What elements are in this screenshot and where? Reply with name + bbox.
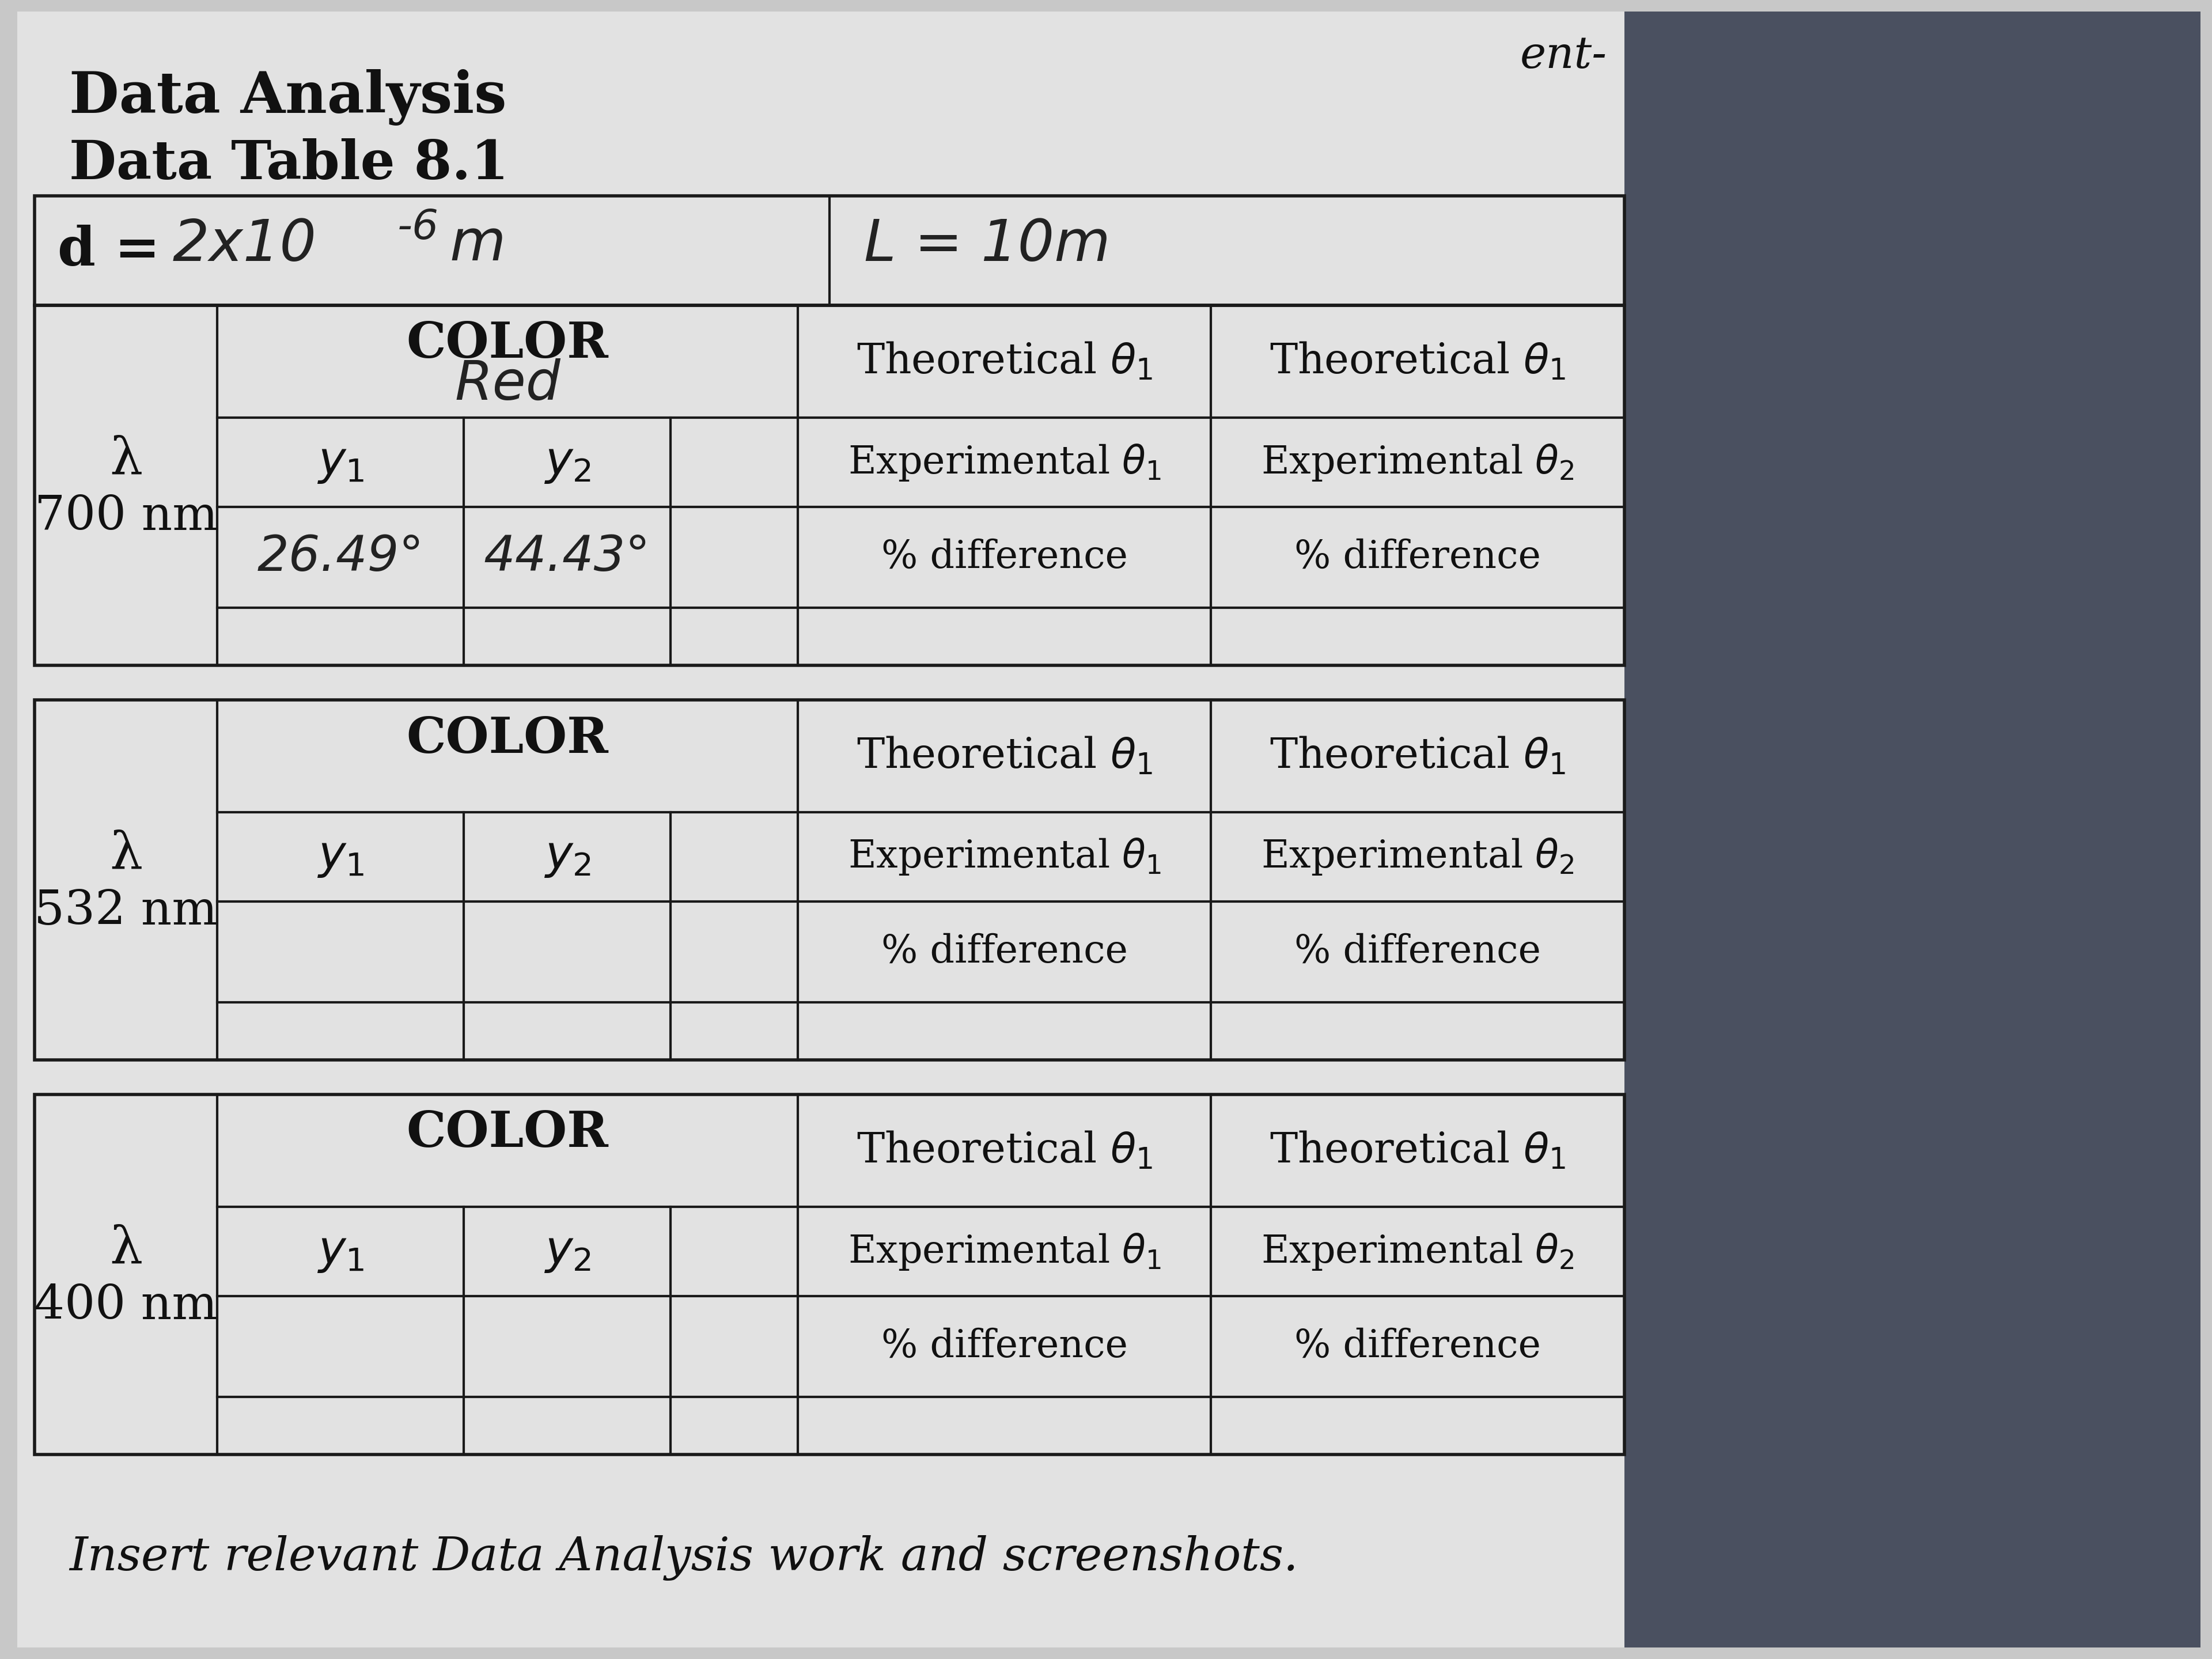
Text: Theoretical $\theta_1$: Theoretical $\theta_1$ xyxy=(856,340,1152,382)
Text: Data Analysis: Data Analysis xyxy=(69,70,507,126)
Text: % difference: % difference xyxy=(880,932,1128,971)
Text: L = 10m: L = 10m xyxy=(865,217,1110,272)
Text: 532 nm: 532 nm xyxy=(33,889,217,934)
Text: % difference: % difference xyxy=(880,1327,1128,1365)
Text: COLOR: COLOR xyxy=(407,320,608,368)
Text: % difference: % difference xyxy=(1294,539,1542,576)
Text: Theoretical $\theta_1$: Theoretical $\theta_1$ xyxy=(856,735,1152,776)
Text: % difference: % difference xyxy=(880,539,1128,576)
Text: Experimental $\theta_1$: Experimental $\theta_1$ xyxy=(847,836,1161,878)
Text: % difference: % difference xyxy=(1294,932,1542,971)
Text: Theoretical $\theta_1$: Theoretical $\theta_1$ xyxy=(1270,340,1566,382)
Text: Theoretical $\theta_1$: Theoretical $\theta_1$ xyxy=(856,1130,1152,1171)
Text: Experimental $\theta_2$: Experimental $\theta_2$ xyxy=(1261,1231,1575,1271)
Text: 2x10: 2x10 xyxy=(173,217,316,272)
Text: λ: λ xyxy=(108,830,142,879)
Text: $y_2$: $y_2$ xyxy=(544,834,591,879)
Text: λ: λ xyxy=(108,435,142,484)
Text: -6: -6 xyxy=(398,207,438,247)
Text: Experimental $\theta_1$: Experimental $\theta_1$ xyxy=(847,441,1161,483)
Text: d =: d = xyxy=(58,224,159,277)
Bar xyxy=(35,305,1624,665)
Text: $y_1$: $y_1$ xyxy=(316,834,365,879)
Text: Red: Red xyxy=(456,358,560,411)
Text: $y_1$: $y_1$ xyxy=(316,440,365,484)
Text: $y_2$: $y_2$ xyxy=(544,1229,591,1274)
Bar xyxy=(1624,12,2201,1647)
Text: 26.49°: 26.49° xyxy=(257,534,425,581)
Text: COLOR: COLOR xyxy=(407,715,608,763)
Text: Experimental $\theta_2$: Experimental $\theta_2$ xyxy=(1261,441,1575,483)
Text: $y_2$: $y_2$ xyxy=(544,440,591,484)
Bar xyxy=(35,700,1624,1060)
Text: COLOR: COLOR xyxy=(407,1110,608,1158)
Text: m: m xyxy=(449,217,504,272)
Text: ent-: ent- xyxy=(1520,35,1608,78)
Text: 400 nm: 400 nm xyxy=(33,1282,217,1329)
Text: 700 nm: 700 nm xyxy=(33,494,217,541)
Text: λ: λ xyxy=(108,1223,142,1274)
Text: Theoretical $\theta_1$: Theoretical $\theta_1$ xyxy=(1270,1130,1566,1171)
Text: Experimental $\theta_1$: Experimental $\theta_1$ xyxy=(847,1231,1161,1271)
Text: % difference: % difference xyxy=(1294,1327,1542,1365)
Text: Data Table 8.1: Data Table 8.1 xyxy=(69,138,509,191)
Text: 44.43°: 44.43° xyxy=(484,534,650,581)
Text: $y_1$: $y_1$ xyxy=(316,1229,365,1274)
Text: Theoretical $\theta_1$: Theoretical $\theta_1$ xyxy=(1270,735,1566,776)
Bar xyxy=(18,12,1699,1647)
Bar xyxy=(35,196,1624,305)
Text: Experimental $\theta_2$: Experimental $\theta_2$ xyxy=(1261,836,1575,878)
Text: Insert relevant Data Analysis work and screenshots.: Insert relevant Data Analysis work and s… xyxy=(69,1535,1298,1581)
Bar xyxy=(35,1095,1624,1455)
